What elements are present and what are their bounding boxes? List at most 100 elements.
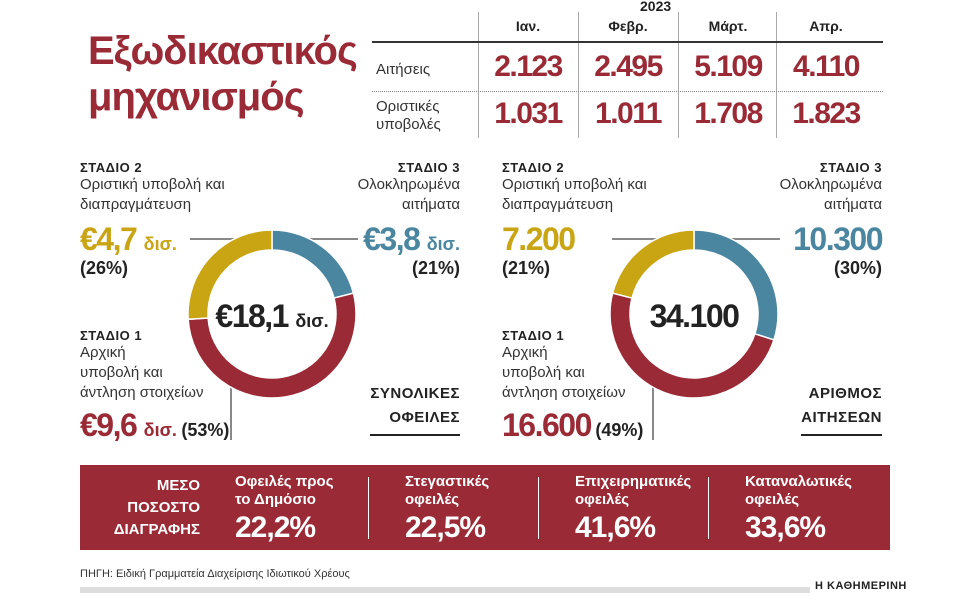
stage-amount: 16.600	[502, 407, 592, 443]
col-header: Απρ.	[809, 18, 843, 34]
stage-percent: (21%)	[502, 258, 551, 278]
stage-1-label: ΣΤΑΔΙΟ 1 Αρχική υποβολή και άντληση στοιχε…	[502, 328, 643, 444]
cell: 1.011	[595, 97, 662, 130]
stage-amount: 10.300	[780, 221, 883, 258]
stage-amount: €9,6 δισ.	[80, 407, 177, 443]
stage-desc-line: Ολοκληρωμένα	[357, 176, 460, 193]
title-line: μηχανισμός	[88, 75, 305, 119]
source-note: ΠΗΓΗ: Ειδική Γραμματεία Διαχείρισης Ιδιω…	[80, 568, 350, 580]
donut-slice-σταδιο-2	[611, 229, 695, 299]
center-value: €18,1	[215, 298, 289, 334]
stage-desc-line: Ολοκληρωμένα	[779, 176, 882, 193]
stage-1-label: ΣΤΑΔΙΟ 1 Αρχική υποβολή και άντληση στοιχε…	[80, 328, 229, 444]
row-label-line: υποβολές	[376, 116, 441, 133]
band-item-title: Καταναλωτικές	[745, 473, 852, 490]
row-label-line: Οριστικές	[376, 98, 440, 115]
stage-2-label: ΣΤΑΔΙΟ 2 Οριστική υποβολή και διαπραγμάτε…	[80, 160, 225, 279]
stage-title: ΣΤΑΔΙΟ 1	[80, 328, 143, 343]
chart-footer: ΑΡΙΘΜΟΣ ΑΙΤΗΣΕΩΝ	[801, 382, 882, 436]
stage-title: ΣΤΑΔΙΟ 2	[502, 160, 565, 175]
center-value: 34.100	[649, 298, 740, 334]
chart-footer-line: ΑΡΙΘΜΟΣ	[808, 385, 882, 402]
stage-percent: (21%)	[411, 258, 460, 278]
stage-title: ΣΤΑΔΙΟ 2	[80, 160, 143, 175]
band-item-value: 22,5%	[405, 511, 486, 544]
donut-chart	[609, 229, 779, 399]
band-item-title: Οφειλές προς	[235, 473, 334, 490]
stage-title: ΣΤΑΔΙΟ 3	[819, 160, 882, 175]
band-item-title: οφειλές	[405, 491, 460, 508]
band-item-value: 41,6%	[575, 511, 656, 544]
cell: 1.708	[694, 97, 763, 130]
donut-panel-debts: ΣΤΑΔΙΟ 2 Οριστική υποβολή και διαπραγμάτε…	[80, 160, 460, 445]
leader-line	[712, 238, 780, 240]
donut-slice-σταδιο-2	[187, 229, 273, 321]
stage-desc-line: αιτήματα	[402, 196, 460, 213]
stage-amount-row: 16.600 (49%)	[502, 407, 643, 444]
stage-desc-line: υποβολή και	[502, 364, 585, 381]
cell: 2.123	[494, 50, 563, 83]
stage-value: €9,6	[80, 407, 138, 443]
col-header: Ιαν.	[515, 18, 541, 34]
stage-2-label: ΣΤΑΔΙΟ 2 Οριστική υποβολή και διαπραγμάτε…	[502, 160, 647, 279]
chart-footer: ΣΥΝΟΛΙΚΕΣ ΟΦΕΙΛΕΣ	[370, 382, 460, 436]
stage-title: ΣΤΑΔΙΟ 3	[397, 160, 460, 175]
donut-panel-applications: ΣΤΑΔΙΟ 2 Οριστική υποβολή και διαπραγμάτε…	[502, 160, 883, 445]
stage-value: €3,8	[363, 221, 421, 257]
band-label: ΜΕΣΟ ΠΟΣΟΣΤΟ ΔΙΑΓΡΑΦΗΣ	[100, 475, 200, 541]
footer-rule	[80, 587, 810, 593]
donut-center-label: 34.100	[608, 298, 780, 335]
stage-unit: δισ.	[426, 234, 460, 254]
band-label-line: ΔΙΑΓΡΑΦΗΣ	[113, 521, 200, 538]
band-item-value: 22,2%	[235, 511, 316, 544]
stage-unit: δισ.	[143, 234, 177, 254]
divider	[708, 477, 709, 539]
stage-desc: Οριστική υποβολή και διαπραγμάτευση	[80, 175, 225, 215]
row-rule	[372, 91, 883, 92]
chart-footer-line: ΣΥΝΟΛΙΚΕΣ	[370, 385, 460, 402]
cell: 1.031	[494, 97, 563, 130]
divider	[678, 12, 679, 138]
stage-amount: €3,8 δισ.	[358, 221, 460, 258]
stage-desc: Οριστική υποβολή και διαπραγμάτευση	[502, 175, 647, 215]
leader-line	[190, 238, 250, 240]
col-header: Μάρτ.	[708, 18, 748, 34]
stage-desc-line: Αρχική	[502, 344, 548, 361]
write-off-band: ΜΕΣΟ ΠΟΣΟΣΤΟ ΔΙΑΓΡΑΦΗΣ Οφειλές προς το Δη…	[80, 465, 890, 550]
infographic-title: Εξωδικαστικός μηχανισμός	[88, 28, 358, 120]
col-header: Φεβρ.	[608, 18, 648, 34]
stage-desc: Ολοκληρωμένα αιτήματα	[358, 175, 460, 215]
stage-3-label: ΣΤΑΔΙΟ 3 Ολοκληρωμένα αιτήματα €3,8 δισ. …	[358, 160, 460, 279]
chart-footer-line: ΑΙΤΗΣΕΩΝ	[801, 409, 882, 426]
brand-logo: Η ΚΑΘΗΜΕΡΙΝΗ	[815, 580, 907, 592]
donut-slice-σταδιο-3	[271, 229, 355, 299]
stage-percent: (26%)	[80, 258, 129, 278]
stage-desc-line: άντληση στοιχείων	[80, 384, 204, 401]
band-item: Οφειλές προς το Δημόσιο 22,2%	[235, 473, 385, 545]
title-line: Εξωδικαστικός	[88, 29, 358, 73]
band-item-title: Επιχειρηματικές	[575, 473, 692, 490]
donut-chart	[187, 229, 357, 399]
stage-desc-line: υποβολή και	[80, 364, 163, 381]
stage-value: 16.600	[502, 407, 592, 443]
leader-line	[612, 238, 672, 240]
stage-value: €4,7	[80, 221, 138, 257]
divider	[478, 12, 479, 138]
cell: 4.110	[793, 50, 860, 83]
band-item-title: οφειλές	[575, 491, 630, 508]
stage-amount-row: €9,6 δισ. (53%)	[80, 407, 229, 444]
donut-center-label: €18,1 δισ.	[186, 298, 358, 335]
band-item-title: το Δημόσιο	[235, 491, 316, 508]
stage-desc-line: Οριστική υποβολή και	[502, 176, 647, 193]
band-item-title: οφειλές	[745, 491, 800, 508]
leader-line	[290, 238, 358, 240]
stage-percent: (53%)	[181, 420, 230, 440]
divider	[776, 12, 777, 138]
divider	[368, 477, 369, 539]
divider	[538, 477, 539, 539]
row-label: Οριστικές υποβολές	[376, 98, 441, 134]
stage-unit: δισ.	[143, 420, 177, 440]
stage-title: ΣΤΑΔΙΟ 1	[502, 328, 565, 343]
stage-amount: €4,7 δισ.	[80, 221, 225, 258]
center-unit: δισ.	[295, 311, 329, 331]
